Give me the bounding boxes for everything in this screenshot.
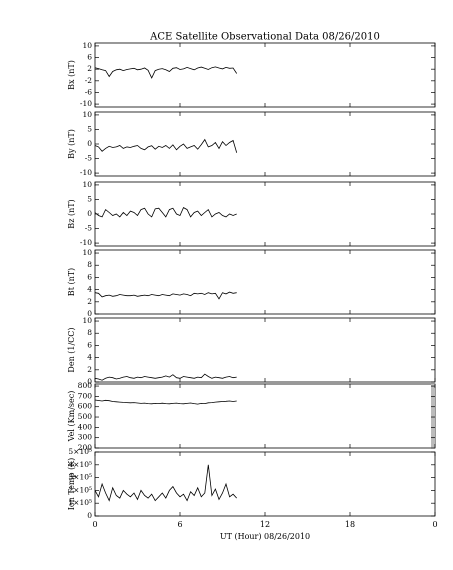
x-tick-label: 12	[260, 520, 270, 529]
panel-frame	[94, 42, 436, 108]
y-tick-label: 2×10⁵	[68, 485, 92, 494]
y-tick-label: 700	[78, 391, 93, 400]
data-line	[94, 207, 237, 218]
panel-frame	[94, 383, 436, 449]
y-tick-label: 0	[87, 209, 92, 218]
y-tick-label: 800	[78, 381, 93, 390]
data-line	[94, 464, 237, 502]
y-tick-label: 10	[82, 41, 92, 50]
y-tick-label: 300	[78, 433, 93, 442]
data-line	[94, 138, 238, 153]
y-tick-label: 10	[82, 180, 92, 189]
data-line	[94, 66, 238, 79]
y-tick-label: 400	[78, 422, 93, 431]
panel-frame	[94, 451, 436, 517]
x-tick-label: 6	[177, 520, 182, 529]
x-tick-label: 0	[92, 520, 97, 529]
y-tick-label: 8	[87, 328, 92, 337]
y-tick-label: 2	[87, 64, 92, 73]
y-tick-label: -5	[85, 224, 93, 233]
y-axis-label: Bt (nT)	[67, 268, 76, 296]
y-tick-label: -10	[80, 99, 92, 108]
y-axis-label: Bz (nT)	[67, 199, 76, 228]
y-axis-label: Ion Temp (K)	[67, 458, 76, 511]
y-tick-label: 0	[87, 139, 92, 148]
y-tick-label: 4	[87, 353, 92, 362]
y-tick-label: 4	[87, 285, 92, 294]
y-tick-label: 0	[87, 377, 92, 386]
y-tick-label: -10	[80, 238, 92, 247]
y-tick-label: 500	[78, 412, 93, 421]
y-axis-label: Den (1/CC)	[67, 327, 76, 372]
y-tick-label: 5	[87, 124, 92, 133]
gap-bar	[431, 384, 435, 448]
y-tick-label: 600	[78, 402, 93, 411]
data-line	[94, 373, 237, 381]
panel-frame	[94, 317, 436, 383]
y-tick-label: 200	[78, 443, 93, 452]
x-tick-label: 18	[345, 520, 355, 529]
y-tick-label: -6	[85, 87, 93, 96]
y-tick-label: 10	[82, 110, 92, 119]
y-tick-label: 6	[87, 272, 92, 281]
y-axis-label: Vel (Km/sec)	[67, 391, 76, 443]
y-tick-label: 6	[87, 340, 92, 349]
y-axis-label: Bx (nT)	[67, 60, 76, 90]
panel-frame	[94, 111, 436, 177]
y-tick-label: -5	[85, 154, 93, 163]
y-tick-label: 10	[82, 316, 92, 325]
y-tick-label: 5	[87, 194, 92, 203]
y-tick-label: 2	[87, 365, 92, 374]
panel-frame	[94, 181, 436, 247]
x-tick-label: 0	[432, 520, 437, 529]
x-axis-label: UT (Hour) 08/26/2010	[220, 532, 310, 541]
y-tick-label: 2	[87, 297, 92, 306]
y-tick-label: 1×10⁵	[68, 498, 92, 507]
y-tick-label: 0	[87, 309, 92, 318]
y-tick-label: 10	[82, 248, 92, 257]
y-tick-label: -10	[80, 168, 92, 177]
y-tick-label: 3×10⁵	[68, 473, 92, 482]
data-line	[94, 291, 237, 300]
y-tick-label: 5×10⁵	[68, 447, 92, 456]
chart-title: ACE Satellite Observational Data 08/26/2…	[149, 32, 380, 43]
data-line	[94, 399, 237, 405]
panel-frame	[94, 249, 436, 315]
y-tick-label: 8	[87, 260, 92, 269]
y-axis-label: By (nT)	[67, 129, 76, 159]
y-tick-label: 6	[87, 53, 92, 62]
y-tick-label: 4×10⁵	[68, 460, 92, 469]
y-tick-label: -2	[85, 76, 93, 85]
y-tick-label: 0	[87, 511, 92, 520]
